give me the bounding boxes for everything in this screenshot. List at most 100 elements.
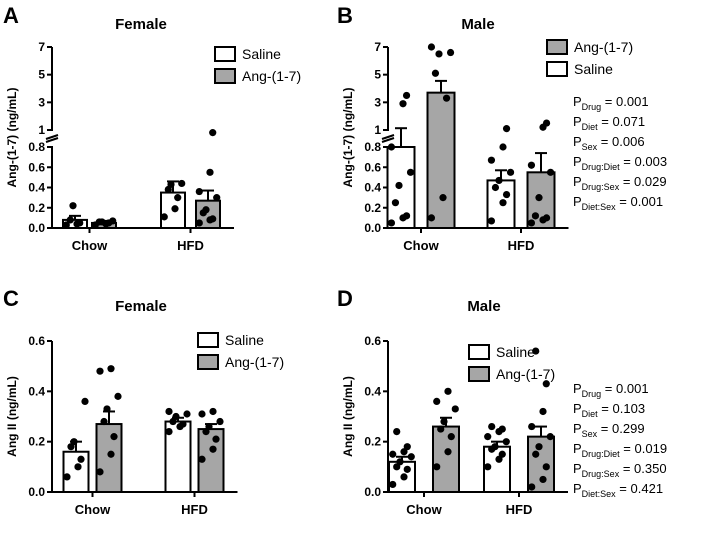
x-tick-label: Chow (403, 238, 439, 253)
bar (426, 91, 456, 230)
data-point (487, 217, 496, 225)
data-point (442, 94, 451, 102)
data-point (216, 417, 224, 426)
x-tick-label: HFD (177, 238, 204, 253)
panel-title: Female (115, 16, 167, 33)
legend-swatch (197, 332, 219, 348)
data-point (69, 202, 77, 210)
data-point (107, 450, 115, 458)
stat-prefix: P (573, 114, 582, 129)
data-point (498, 450, 506, 458)
stat-subscript: Drug (582, 389, 602, 399)
stat-line: PDrug:Diet = 0.003 (573, 154, 667, 172)
data-point (444, 387, 452, 395)
stat-equals: = (616, 194, 631, 209)
stat-line: PDiet:Sex = 0.001 (573, 194, 663, 212)
data-point (179, 420, 187, 428)
data-point (439, 194, 447, 202)
stat-equals: = (619, 461, 634, 476)
stat-equals: = (620, 441, 635, 456)
stat-equals: = (597, 134, 612, 149)
stat-value: 0.029 (634, 174, 667, 189)
data-point (96, 468, 104, 476)
y-tick-label: 0.6 (364, 334, 381, 348)
data-point (487, 156, 496, 164)
data-point (389, 480, 397, 489)
bar (95, 423, 123, 493)
stat-value: 0.071 (613, 114, 646, 129)
data-point (542, 214, 551, 222)
stat-prefix: P (573, 381, 582, 396)
y-tick-label: 0.6 (364, 160, 381, 174)
data-point (406, 168, 415, 176)
data-point (209, 215, 217, 223)
data-point (402, 212, 411, 220)
data-point (174, 194, 182, 202)
data-point (387, 219, 396, 227)
axis-break-mark (381, 134, 395, 140)
stat-prefix: P (573, 481, 582, 496)
y-tick-label: 0.0 (28, 221, 45, 235)
data-point (167, 180, 175, 189)
data-point (539, 407, 547, 416)
stat-value: 0.350 (634, 461, 667, 476)
stat-value: 0.103 (613, 401, 646, 416)
stat-equals: = (601, 381, 616, 396)
data-point (70, 438, 78, 446)
y-tick-label: 0.2 (364, 435, 381, 449)
stat-equals: = (616, 481, 631, 496)
y-tick-label: 0.8 (28, 140, 45, 154)
y-tick-label: 3 (38, 95, 45, 109)
data-point (542, 119, 551, 127)
stat-line: PDrug = 0.001 (573, 94, 649, 112)
panel-letter: D (337, 286, 353, 311)
y-axis-label: Ang-(1-7) (ng/mL) (341, 88, 355, 188)
data-point (488, 422, 496, 431)
stat-prefix: P (573, 94, 582, 109)
legend-label: Ang-(1-7) (225, 354, 284, 370)
data-point (212, 435, 220, 443)
data-point (62, 221, 70, 229)
data-point (98, 218, 106, 226)
data-point (535, 443, 543, 451)
data-point (403, 465, 411, 473)
data-point (499, 143, 507, 151)
stat-value: 0.001 (616, 94, 649, 109)
y-tick-label: 3 (374, 95, 381, 109)
stat-value: 0.006 (612, 134, 645, 149)
x-tick-label: Chow (406, 502, 442, 517)
stat-line: PDiet:Sex = 0.421 (573, 481, 663, 499)
data-point (165, 407, 173, 416)
data-point (198, 410, 206, 418)
data-point (402, 91, 411, 100)
x-tick-label: HFD (506, 502, 533, 517)
stat-prefix: P (573, 194, 582, 209)
data-point (77, 455, 85, 463)
x-tick-label: HFD (181, 502, 208, 517)
stat-subscript: Diet (582, 122, 599, 132)
data-point (81, 397, 89, 405)
data-point (433, 463, 441, 471)
data-point (198, 455, 206, 463)
data-point (171, 205, 179, 213)
data-point (446, 48, 455, 57)
stat-line: PDrug:Sex = 0.350 (573, 461, 667, 479)
data-point (542, 380, 550, 388)
panel-letter: B (337, 3, 353, 28)
data-point (114, 392, 122, 400)
stat-prefix: P (573, 421, 582, 436)
data-point (527, 219, 536, 227)
data-point (107, 365, 115, 373)
stat-line: PDrug = 0.001 (573, 381, 649, 399)
x-tick-label: Chow (72, 238, 108, 253)
legend-label: Saline (496, 344, 535, 360)
panel-title: Female (115, 298, 167, 315)
data-point (451, 405, 459, 413)
stat-prefix: P (573, 154, 582, 169)
data-point (444, 448, 452, 456)
legend-swatch (468, 344, 490, 360)
y-tick-label: 0.0 (364, 485, 381, 499)
data-point (389, 450, 397, 458)
stat-equals: = (620, 154, 635, 169)
data-point (542, 463, 550, 471)
